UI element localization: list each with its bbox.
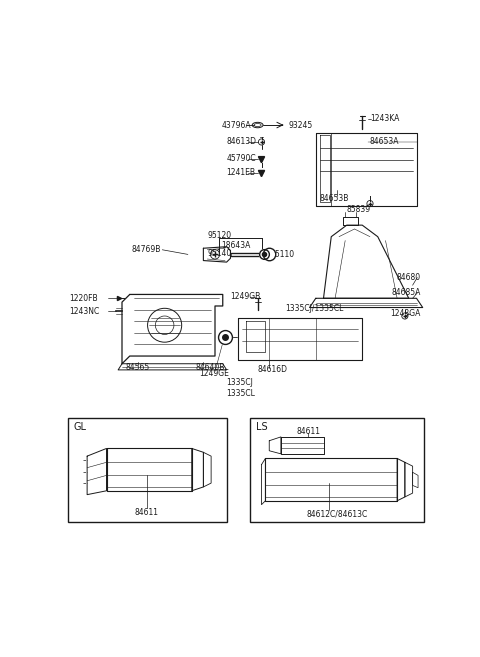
Text: GL: GL [74,422,87,432]
Bar [68,418,227,522]
Text: 1241EB: 1241EB [227,168,256,177]
Bar [250,418,424,522]
Text: 84653B: 84653B [320,194,349,203]
Text: 93245: 93245 [288,120,313,129]
Text: 84611: 84611 [135,508,159,517]
Text: 1335CJ/1335CL: 1335CJ/1335CL [285,304,343,313]
Text: 1243NC: 1243NC [69,307,99,316]
Polygon shape [258,170,264,177]
Text: 84680: 84680 [396,273,420,282]
Text: 43796A: 43796A [221,120,251,129]
Text: 84613D: 84613D [227,137,257,147]
Text: 85839: 85839 [347,205,371,214]
Text: 84769B: 84769B [132,245,161,254]
Text: 1249GE: 1249GE [200,369,229,378]
Text: 1243GA: 1243GA [390,309,420,318]
Text: LS: LS [256,422,268,432]
Text: 18643A: 18643A [221,241,251,250]
Text: 84640B: 84640B [196,363,225,372]
Text: 1335CJ: 1335CJ [227,378,253,388]
Text: 95120: 95120 [207,231,231,240]
Polygon shape [258,156,264,163]
Text: 1249GB: 1249GB [230,292,261,302]
Text: 84685A: 84685A [391,288,420,298]
Text: 84565: 84565 [126,363,150,372]
Text: 84616D: 84616D [258,365,288,374]
Text: 45790C: 45790C [227,154,256,164]
Text: 95140: 95140 [207,249,231,258]
Text: 84611: 84611 [296,427,320,436]
Text: 84653A: 84653A [370,137,399,147]
Text: 1220FB: 1220FB [69,294,98,303]
Text: 84612C/84613C: 84612C/84613C [306,509,367,518]
Text: 95110: 95110 [271,250,295,259]
Text: 1335CL: 1335CL [227,388,255,397]
Text: 1243KA: 1243KA [370,114,399,124]
